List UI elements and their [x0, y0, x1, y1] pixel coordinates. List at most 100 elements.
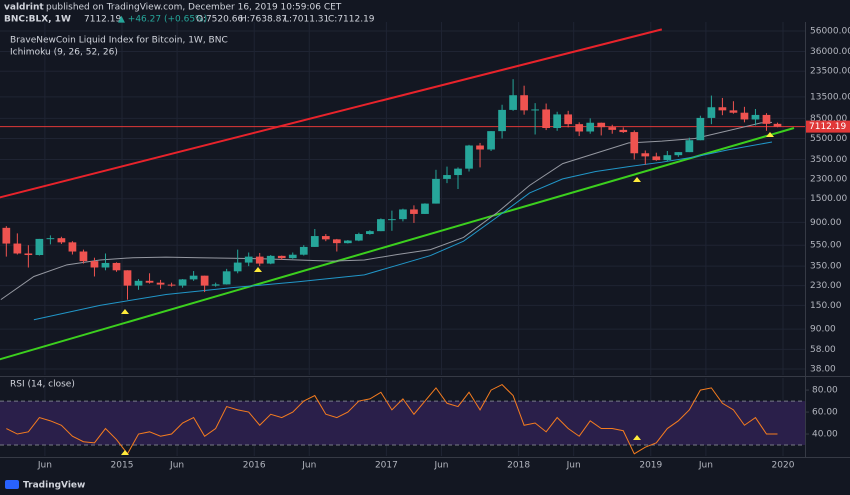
y-tick-label: 2300.00: [810, 174, 847, 184]
candle-body: [663, 155, 672, 161]
marker: [254, 267, 262, 272]
candle-body: [366, 231, 374, 235]
candle-body: [751, 114, 760, 120]
candle-body: [718, 107, 727, 111]
y-tick-label: 550.00: [810, 241, 842, 251]
candle-body: [377, 219, 385, 232]
candle-body: [299, 246, 308, 255]
candle-body: [167, 284, 176, 286]
x-tick-label: Jun: [698, 461, 713, 471]
candle-body: [101, 262, 110, 268]
marker: [766, 132, 774, 137]
candle-body: [332, 239, 341, 244]
candle-body: [244, 256, 253, 263]
candle-body: [575, 124, 584, 132]
candle-body: [696, 117, 705, 141]
candle-body: [740, 112, 749, 120]
candle-body: [773, 123, 782, 127]
candle-body: [156, 282, 165, 285]
candle-body: [90, 261, 99, 268]
candle-body: [57, 238, 66, 243]
x-tick-label: Jun: [433, 461, 448, 471]
y-tick-label: 58.00: [810, 345, 836, 355]
candle-body: [24, 253, 33, 256]
line: [6, 383, 778, 455]
symbol: BNC:BLX, 1W: [4, 15, 71, 25]
y-tick-label: 80.00: [812, 386, 838, 396]
x-tick-label: 2018: [507, 461, 530, 471]
y-tick-label: 5500.00: [810, 134, 847, 144]
last-price: 7112.19: [84, 15, 121, 25]
candle-body: [79, 251, 88, 262]
candle-body: [432, 178, 440, 204]
author: valdrint: [4, 3, 44, 13]
y-tick-label: 36000.00: [810, 47, 850, 57]
y-tick-label: 60.00: [812, 408, 838, 418]
footer: TradingView: [23, 481, 85, 491]
marker: [121, 309, 129, 314]
indicator: Ichimoku (9, 26, 52, 26): [10, 48, 118, 58]
candle-body: [399, 209, 407, 220]
candle-body: [498, 109, 506, 132]
logo: [5, 480, 19, 489]
x-tick-label: Jun: [37, 461, 52, 471]
candle-body: [586, 122, 595, 132]
candle-body: [652, 156, 661, 161]
x-tick-label: 2016: [243, 461, 266, 471]
x-tick-label: Jun: [566, 461, 581, 471]
y-tick-label: 90.00: [810, 325, 836, 335]
y-tick-label: 23500.00: [810, 67, 850, 77]
candle-body: [619, 129, 628, 133]
y-tick-label: 3500.00: [810, 155, 847, 165]
candle-body: [68, 242, 77, 252]
candle-body: [288, 254, 297, 259]
y-tick-label: 1500.00: [810, 194, 847, 204]
marker: [633, 177, 641, 182]
candle-body: [487, 131, 495, 150]
candle-body: [178, 279, 187, 286]
candle-body: [630, 132, 639, 154]
y-tick-label: 40.00: [812, 430, 838, 440]
candle-body: [222, 271, 231, 285]
candle-body: [211, 284, 220, 286]
published: published on TradingView.com, December 1…: [46, 3, 342, 13]
candle-body: [46, 238, 55, 240]
candle-body: [355, 234, 363, 241]
candle-body: [35, 238, 44, 256]
candle-body: [531, 109, 539, 111]
x-tick-label: Jun: [169, 461, 184, 471]
x-tick-label: 2015: [111, 461, 134, 471]
candle-body: [255, 256, 264, 264]
candle-body: [443, 175, 451, 179]
line: [0, 127, 795, 361]
candle-body: [685, 140, 694, 153]
candle-body: [421, 203, 429, 214]
candle-body: [465, 145, 473, 169]
ohlc: O:7520.66: [196, 15, 243, 25]
y-tick-label: 56000.00: [810, 26, 850, 36]
series-title: BraveNewCoin Liquid Index for Bitcoin, 1…: [10, 36, 228, 46]
candle-body: [641, 153, 650, 157]
candle-body: [321, 236, 330, 240]
candle-body: [123, 270, 132, 286]
candle-body: [266, 255, 275, 264]
ohlc: L:7011.31: [284, 15, 329, 25]
marker: [121, 450, 129, 455]
x-tick-label: 2020: [772, 461, 795, 471]
candle-body: [729, 110, 738, 113]
y-tick-label: 900.00: [810, 218, 842, 228]
candle-body: [310, 236, 319, 247]
y-tick-label: 8500.00: [810, 114, 847, 124]
y-tick-label: 150.00: [810, 301, 842, 311]
candle-body: [454, 168, 462, 176]
x-tick-label: 2019: [639, 461, 662, 471]
candle-body: [233, 262, 242, 272]
rsi-title: RSI (14, close): [10, 380, 75, 390]
candle-body: [608, 127, 617, 130]
candle-body: [597, 122, 606, 128]
last-price-tag: [806, 120, 850, 133]
candle-body: [553, 114, 562, 129]
candle-body: [509, 95, 517, 110]
